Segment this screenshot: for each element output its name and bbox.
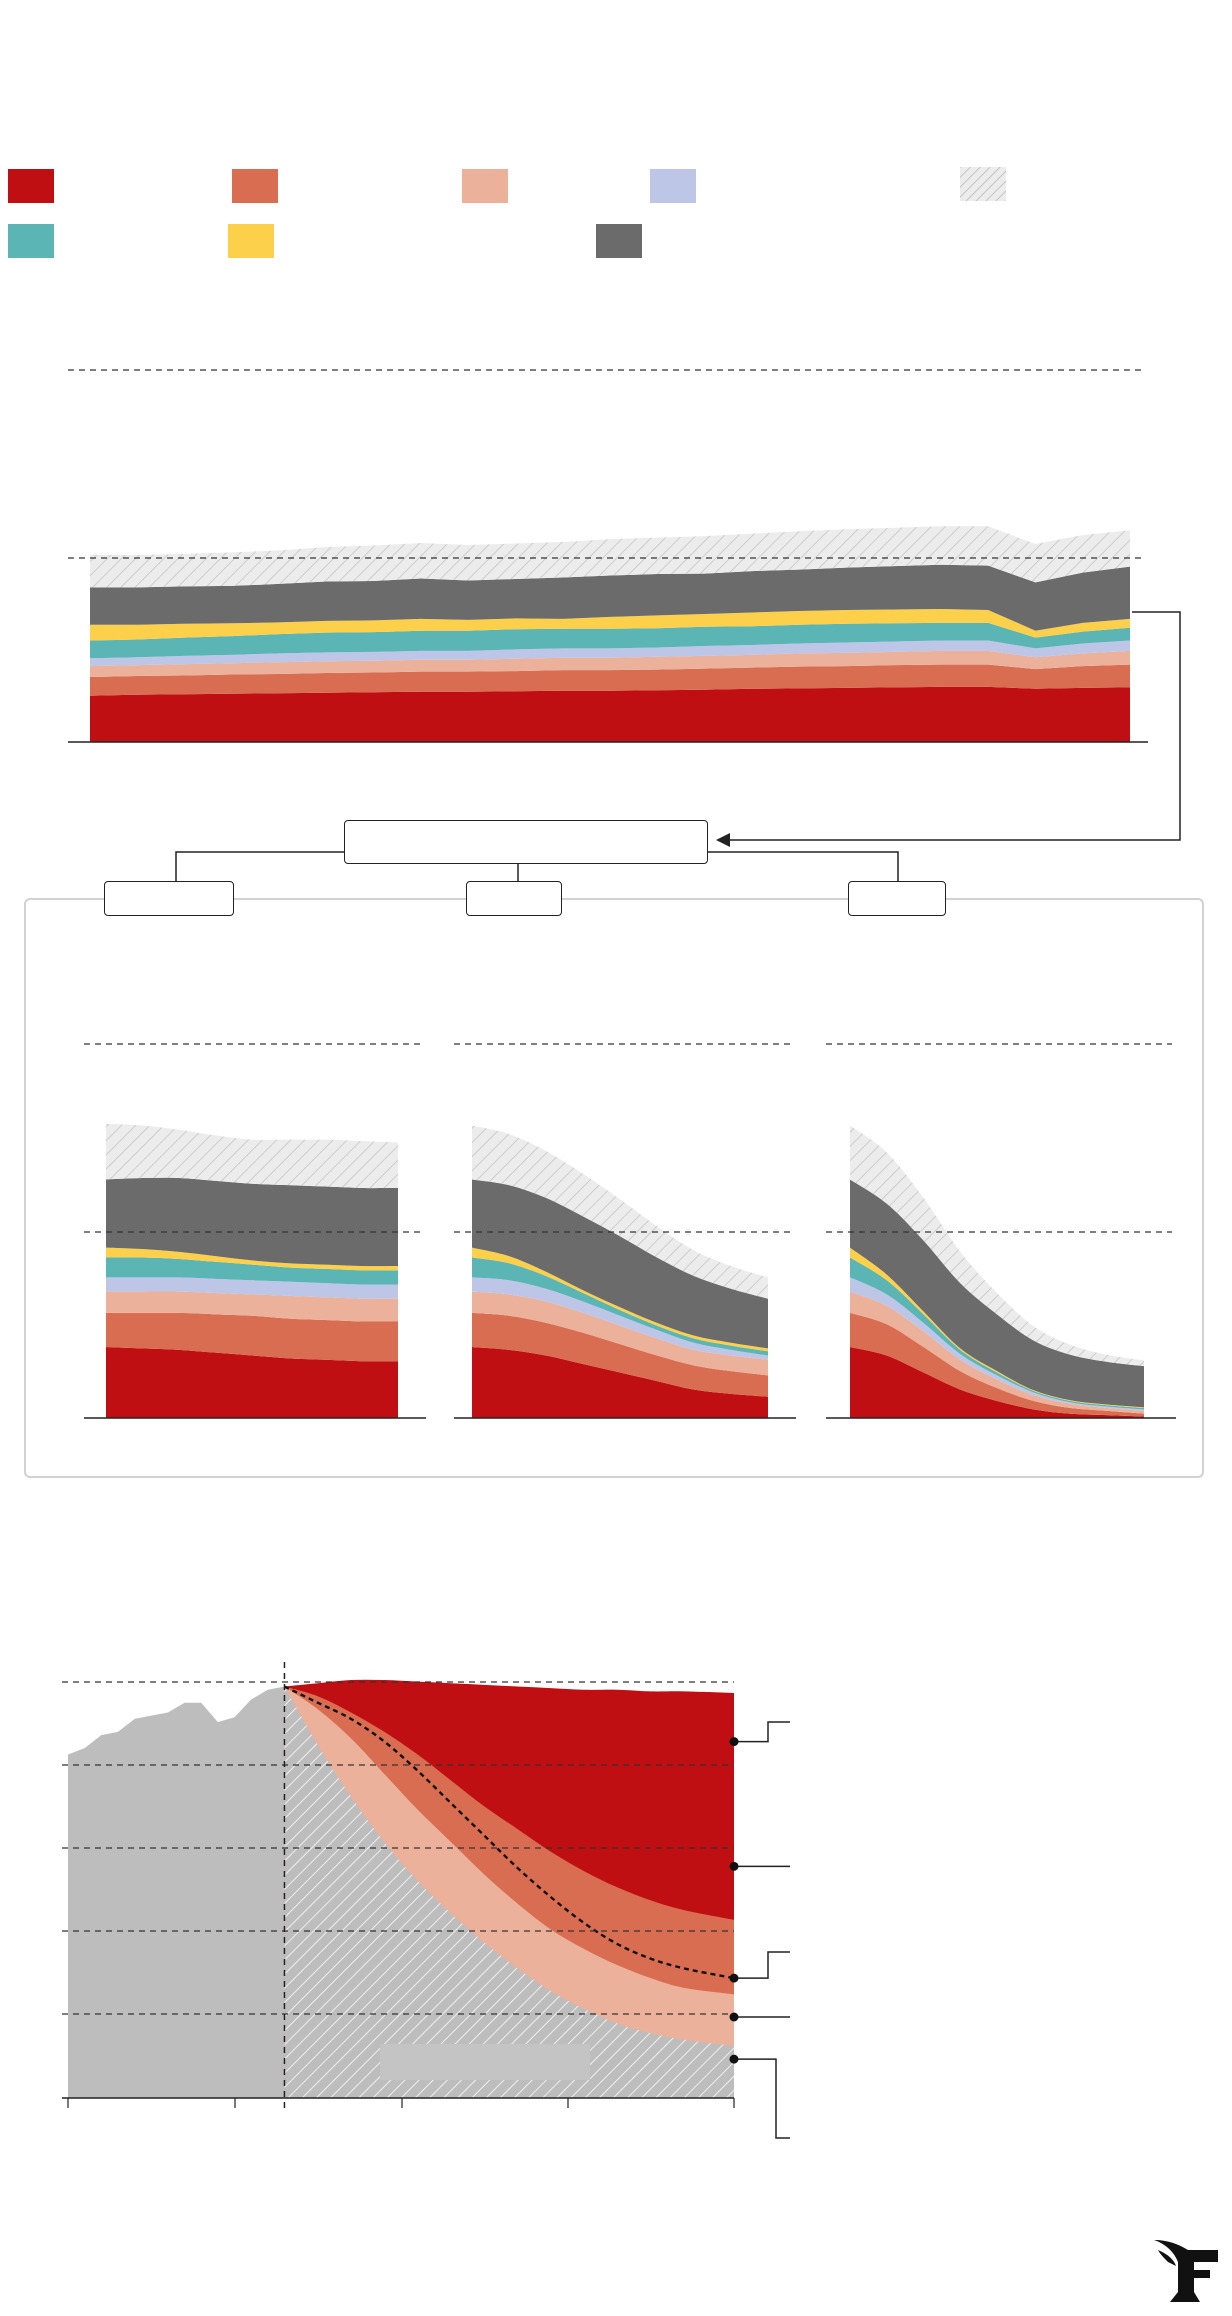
- area-lavender: [90, 640, 1130, 667]
- area-grey: [472, 1179, 768, 1349]
- legend-swatch-red: [8, 169, 54, 203]
- area-yellow: [90, 609, 1130, 641]
- area-orange: [850, 1312, 1144, 1417]
- area-hatched: [472, 1125, 768, 1299]
- area-salmon: [106, 1291, 398, 1322]
- area-lavender: [850, 1277, 1144, 1411]
- area-salmon: [90, 650, 1130, 677]
- end-marker-0: [729, 1737, 739, 1747]
- area-red: [472, 1347, 768, 1418]
- area-teal: [90, 622, 1130, 659]
- legend-swatch-teal: [8, 224, 54, 258]
- area-lavender: [472, 1277, 768, 1360]
- leader-line-0: [734, 1721, 790, 1743]
- area-teal: [472, 1257, 768, 1356]
- scenarios-panel: [24, 898, 1204, 1478]
- legend: [0, 0, 1232, 280]
- area-hatched: [106, 1124, 398, 1189]
- area-red: [90, 686, 1130, 742]
- area-red: [106, 1347, 398, 1418]
- scenario-label-3: [848, 881, 946, 916]
- area-orange: [472, 1312, 768, 1397]
- connector-lines: [175, 611, 1181, 882]
- arrow-head-icon: [716, 833, 730, 847]
- legend-swatch-lavender: [650, 169, 696, 203]
- scenario-label-2: [466, 881, 562, 916]
- trajectory-dashed-line: [283, 1685, 735, 1980]
- publisher-logo-icon: [1154, 2240, 1218, 2302]
- top-stacked-area-chart: [68, 369, 1148, 743]
- leader-line-2: [734, 1951, 790, 1979]
- area-yellow: [472, 1247, 768, 1352]
- area-grey: [106, 1177, 398, 1267]
- area-red: [850, 1347, 1144, 1418]
- legend-swatch-grey: [596, 224, 642, 258]
- end-marker-4: [729, 2054, 739, 2064]
- area-lavender: [106, 1277, 398, 1299]
- legend-swatch-hatched: [960, 167, 1006, 201]
- area-salmon: [850, 1291, 1144, 1414]
- legend-swatch-yellow: [228, 224, 274, 258]
- historical-area: [68, 1686, 285, 2098]
- legend-swatch-salmon: [462, 169, 508, 203]
- scenario-label-1: [104, 881, 234, 916]
- scenario-small-charts: [84, 1043, 1176, 1419]
- area-grey: [850, 1179, 1144, 1408]
- hatched-area-label-box: [380, 2044, 590, 2080]
- projection-area-chart: [62, 1662, 790, 2139]
- end-marker-2: [729, 1973, 739, 1983]
- scenario-center-box: [344, 820, 708, 864]
- area-salmon: [472, 1291, 768, 1376]
- area-hatched: [90, 526, 1130, 588]
- area-hatched: [850, 1125, 1144, 1367]
- end-marker-3: [729, 2012, 739, 2022]
- area-orange: [90, 664, 1130, 696]
- projection-area-hatched: [284, 1686, 734, 2098]
- leader-line-4: [734, 2058, 790, 2139]
- legend-swatch-orange: [232, 169, 278, 203]
- end-marker-1: [729, 1861, 739, 1871]
- area-yellow: [106, 1247, 398, 1271]
- area-teal: [106, 1257, 398, 1285]
- area-orange: [106, 1312, 398, 1362]
